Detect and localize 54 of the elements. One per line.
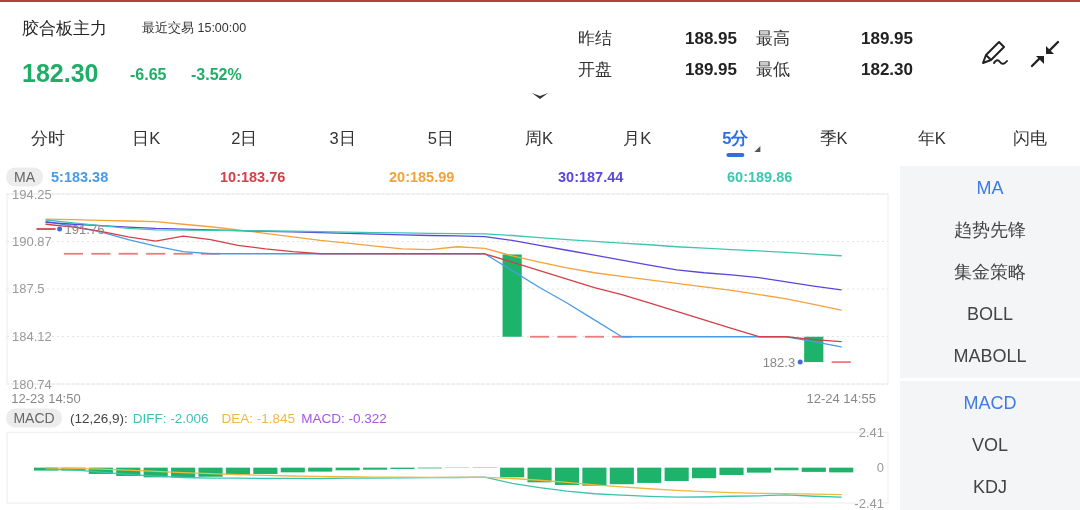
category-label: 闪电 — [1013, 129, 1047, 147]
y-tick-label: -2.41 — [854, 495, 884, 510]
x-tick-label: 12-24 14:55 — [806, 390, 876, 406]
category-label: VOL — [971, 435, 1009, 455]
text: 60:189.86 — [727, 169, 793, 185]
text: DEA: -1.845 — [221, 410, 296, 426]
text: DIFF: -2.006 — [132, 410, 209, 426]
y-tick-label: 2.41 — [858, 424, 884, 440]
category-label: BOLL — [966, 304, 1014, 324]
category-label: KDJ — [972, 477, 1008, 497]
chart-subtitle: (12,26,9): — [70, 410, 128, 426]
text: 182.30 — [22, 59, 99, 87]
text: 开盘 — [578, 59, 612, 79]
text: 最低 — [756, 59, 790, 79]
category-label: 5分 — [722, 129, 750, 147]
text: 最高 — [756, 28, 790, 48]
category-label: 日K — [132, 129, 161, 147]
x-tick-label: 12-23 14:50 — [11, 390, 81, 406]
text: 189.95 — [861, 28, 913, 48]
text: 189.95 — [685, 59, 737, 79]
text: 最近交易 15:00:00 — [142, 20, 247, 35]
y-tick-label: 180.74 — [12, 376, 52, 392]
text: 昨结 — [578, 28, 612, 48]
category-label: 月K — [623, 129, 652, 147]
category-label: 3日 — [329, 129, 356, 147]
text: 胶合板主力 — [22, 18, 107, 38]
annotation: 182.3 — [762, 354, 796, 370]
text: -6.65 — [130, 65, 167, 83]
category-label: 集金策略 — [954, 262, 1026, 282]
category-label: 分时 — [31, 129, 65, 147]
text: 30:187.44 — [558, 169, 624, 185]
text: 20:185.99 — [389, 169, 455, 185]
category-label: 2日 — [231, 129, 258, 147]
y-tick-label: 194.25 — [12, 186, 52, 202]
category-label: 5日 — [427, 129, 454, 147]
chart-title: MA — [14, 169, 36, 185]
y-tick-label: 184.12 — [12, 328, 52, 344]
category-label: 周K — [524, 129, 554, 147]
chart-title: MACD — [13, 410, 55, 426]
category-label: 年K — [917, 129, 946, 147]
y-tick-label: 187.5 — [12, 281, 45, 297]
text: 182.30 — [861, 59, 913, 79]
text: 10:183.76 — [220, 169, 286, 185]
text: MACD: -0.322 — [301, 410, 387, 426]
text: -3.52% — [191, 65, 242, 83]
category-label: MACD — [963, 393, 1017, 413]
category-label: MABOLL — [953, 346, 1027, 366]
text: 5:183.38 — [51, 169, 109, 185]
y-tick-label: 0 — [876, 460, 884, 476]
category-label: 趋势先锋 — [954, 220, 1026, 240]
text: 188.95 — [685, 28, 737, 48]
category-label: MA — [976, 178, 1004, 198]
y-tick-label: 190.87 — [12, 234, 52, 250]
category-label: 季K — [819, 129, 848, 147]
